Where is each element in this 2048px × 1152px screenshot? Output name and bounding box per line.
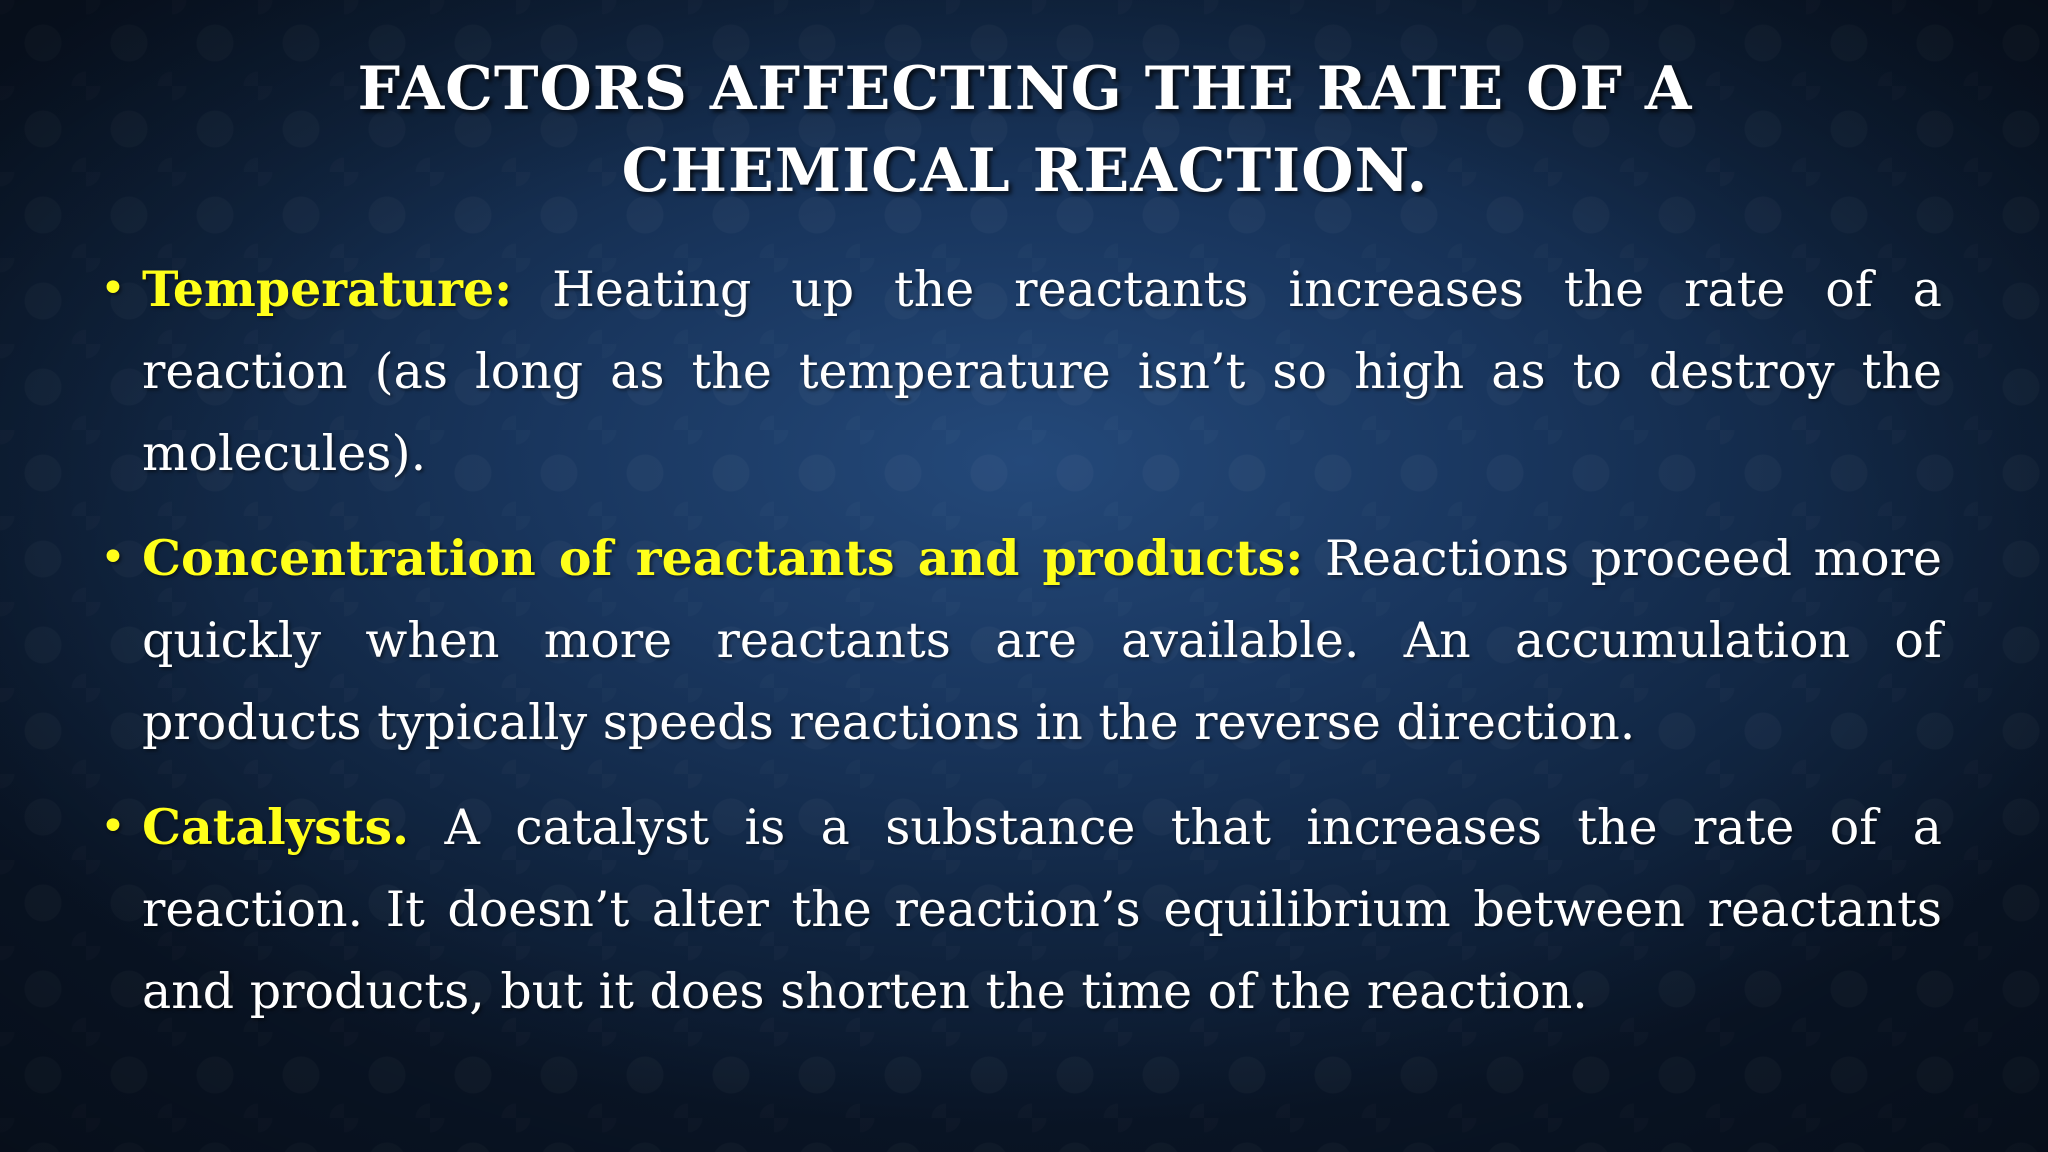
bullet-item-concentration: • Concentration of reactants and product… xyxy=(100,517,1942,764)
bullet-marker: • xyxy=(100,801,126,852)
bullet-list: • Temperature: Heating up the reactants … xyxy=(100,248,1942,1055)
bullet-text: Heating up the reactants increases the r… xyxy=(142,261,1942,482)
bullet-item-temperature: • Temperature: Heating up the reactants … xyxy=(100,248,1942,495)
bullet-item-catalysts: • Catalysts. A catalyst is a substance t… xyxy=(100,786,1942,1033)
bullet-marker: • xyxy=(100,532,126,583)
bullet-term: Temperature: xyxy=(142,260,513,318)
bullet-term: Catalysts. xyxy=(142,798,410,856)
bullet-text: A catalyst is a substance that increases… xyxy=(142,799,1942,1020)
bullet-term: Concentration of reactants and products: xyxy=(142,529,1304,587)
bullet-text: Reactions proceed more quickly when more… xyxy=(142,530,1943,751)
slide-title: Factors Affecting the Rate of a Chemical… xyxy=(357,54,1693,206)
bullet-marker: • xyxy=(100,263,126,314)
